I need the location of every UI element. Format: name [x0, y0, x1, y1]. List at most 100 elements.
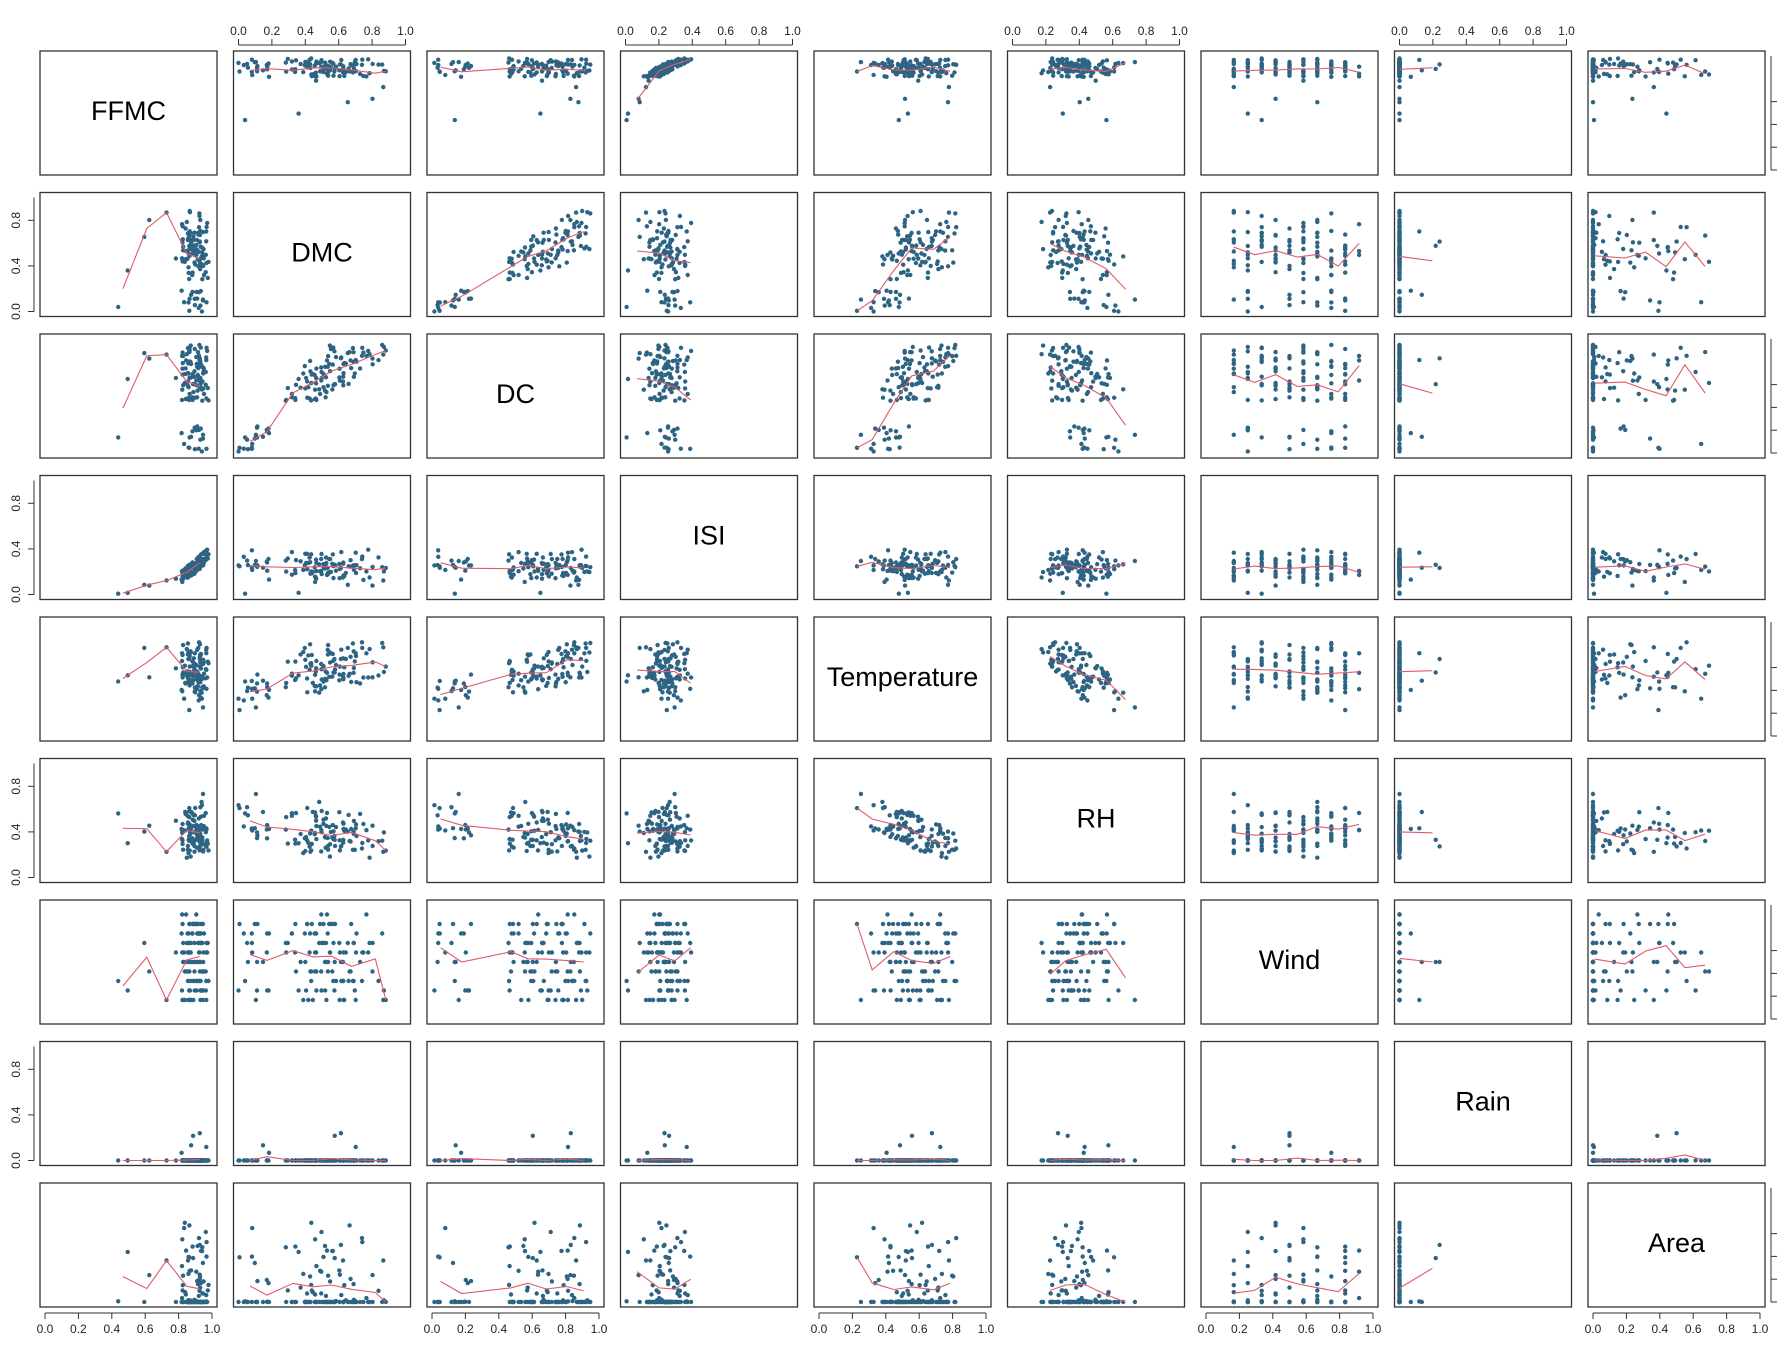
data-point [1287, 681, 1292, 686]
data-point [688, 300, 693, 305]
data-point [1056, 383, 1061, 388]
data-point [688, 446, 693, 451]
data-point [1040, 343, 1046, 348]
data-point [1693, 369, 1698, 375]
data-point [200, 297, 206, 302]
data-point [902, 583, 908, 588]
data-point [323, 62, 329, 68]
data-point [1657, 57, 1662, 62]
data-point [1098, 276, 1104, 282]
data-point [909, 382, 915, 387]
data-point [901, 371, 907, 376]
data-point [519, 560, 524, 566]
data-point [936, 383, 941, 388]
data-point [678, 62, 683, 68]
data-point [1231, 249, 1237, 254]
data-point [913, 57, 919, 62]
data-point [1088, 229, 1093, 234]
data-point [1647, 60, 1653, 65]
data-point [319, 369, 324, 375]
data-point [461, 681, 466, 686]
data-point [1590, 78, 1596, 83]
data-point [930, 374, 935, 379]
data-point [506, 558, 511, 563]
data-point [559, 244, 564, 250]
data-point [116, 304, 121, 310]
data-point [1287, 249, 1292, 255]
data-point [1081, 232, 1086, 237]
data-point [656, 343, 661, 348]
data-point [653, 652, 658, 657]
data-point [516, 569, 521, 574]
data-point [1607, 213, 1612, 219]
data-point [1132, 59, 1138, 65]
panel-frame [1587, 333, 1766, 459]
panel-frame [39, 50, 218, 176]
data-point [887, 447, 892, 452]
data-point [195, 230, 201, 236]
data-point [1066, 74, 1071, 79]
data-point [653, 383, 658, 388]
data-point [1273, 217, 1278, 223]
data-point [539, 78, 545, 83]
data-point [565, 232, 570, 238]
data-point [673, 685, 678, 690]
data-point [945, 345, 951, 350]
data-point [1315, 446, 1320, 451]
data-point [1343, 63, 1348, 68]
data-point [1682, 579, 1688, 585]
data-point [1301, 72, 1306, 78]
data-point [1301, 387, 1306, 392]
data-point [1656, 251, 1662, 256]
data-point [508, 574, 514, 579]
data-point [1259, 70, 1264, 75]
data-point [882, 387, 887, 392]
data-point [1343, 569, 1348, 574]
data-point [1273, 369, 1278, 374]
data-point [1607, 357, 1612, 363]
data-point [565, 248, 570, 254]
data-point [1231, 348, 1237, 353]
data-point [1111, 445, 1117, 450]
data-point [637, 100, 642, 105]
data-point [198, 664, 203, 669]
data-point [1046, 69, 1051, 75]
data-point [1343, 372, 1348, 377]
data-point [936, 572, 941, 577]
data-point [1632, 69, 1637, 75]
data-point [1417, 651, 1422, 656]
data-point [678, 57, 684, 62]
data-point [317, 69, 323, 74]
data-point [1039, 575, 1044, 580]
data-point [1301, 689, 1306, 694]
data-point [1417, 229, 1422, 234]
data-point [180, 689, 185, 694]
data-point [678, 345, 684, 350]
data-point [341, 64, 346, 69]
data-point [1315, 387, 1320, 392]
data-point [1329, 248, 1334, 253]
data-point [361, 350, 366, 355]
data-point [909, 358, 914, 363]
data-point [1343, 424, 1348, 429]
data-point [898, 395, 904, 401]
data-point [647, 244, 652, 249]
data-point [1046, 567, 1051, 573]
data-point [341, 677, 346, 682]
data-point [1643, 658, 1648, 664]
data-point [534, 575, 539, 580]
data-point [253, 432, 259, 437]
data-point [1104, 435, 1109, 440]
data-point [587, 246, 592, 252]
data-point [185, 641, 191, 646]
panel-dmc-vs-wind [1200, 191, 1379, 318]
panel-rh-vs-ffmc [39, 757, 218, 884]
data-point [888, 558, 893, 563]
data-point [1245, 569, 1251, 574]
data-point [1596, 222, 1601, 227]
data-point [1112, 567, 1117, 572]
data-point [1397, 78, 1402, 83]
data-point [1050, 641, 1056, 646]
data-point [1287, 366, 1292, 371]
data-point [1085, 62, 1090, 68]
